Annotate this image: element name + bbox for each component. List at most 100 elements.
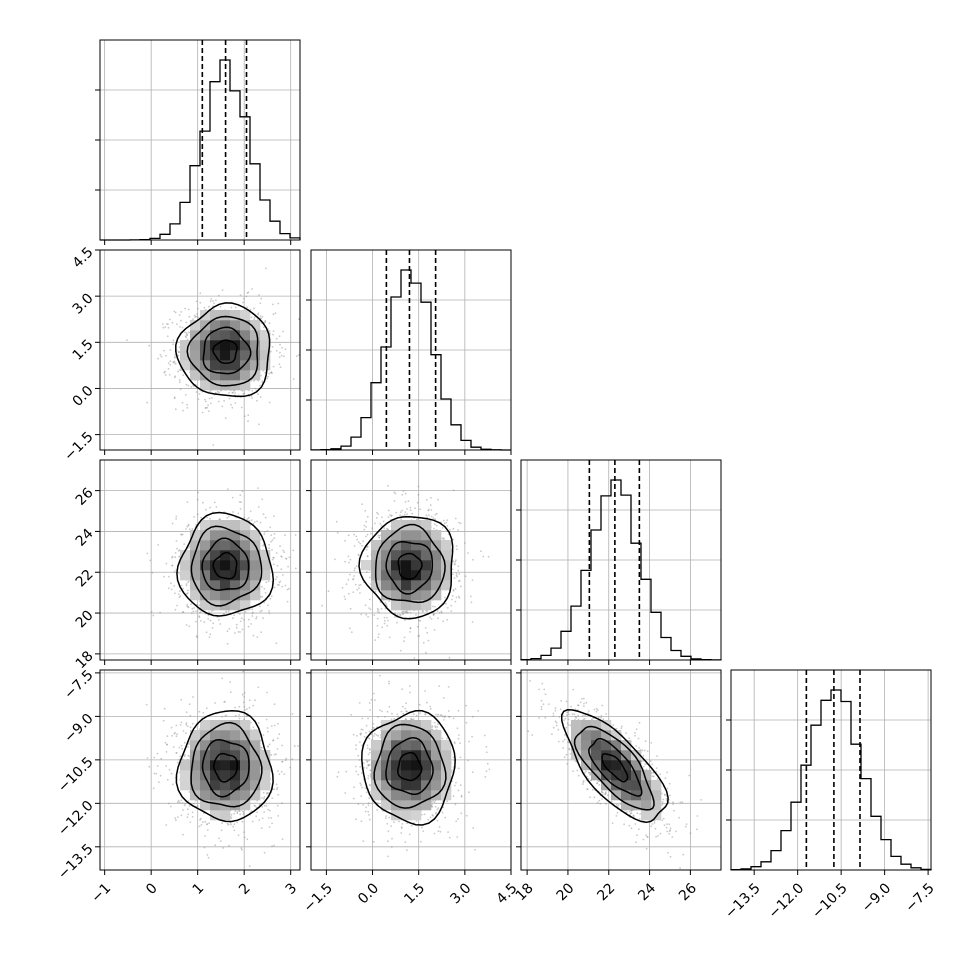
- scatter-point: [246, 518, 249, 520]
- scatter-point: [242, 810, 244, 813]
- scatter-point: [202, 501, 204, 504]
- scatter-point: [432, 613, 435, 616]
- scatter-point: [150, 611, 153, 613]
- scatter-point: [382, 520, 385, 523]
- density-cell: [200, 350, 211, 361]
- density-cell: [240, 310, 251, 321]
- scatter-point: [171, 321, 174, 324]
- scatter-point: [187, 746, 189, 748]
- scatter-point: [482, 555, 485, 558]
- scatter-point: [223, 613, 225, 615]
- scatter-point: [281, 838, 284, 841]
- scatter-point: [430, 618, 433, 620]
- scatter-point: [245, 295, 248, 298]
- density-cell: [381, 530, 392, 541]
- scatter-point: [471, 579, 474, 581]
- scatter-point: [295, 355, 298, 357]
- scatter-point: [403, 636, 406, 639]
- scatter-point: [434, 518, 437, 520]
- scatter-point: [239, 508, 242, 510]
- scatter-point: [194, 316, 197, 318]
- scatter-point: [455, 545, 458, 547]
- scatter-point: [377, 534, 380, 537]
- scatter-point: [267, 375, 269, 378]
- scatter-point: [221, 822, 224, 824]
- density-cell: [411, 590, 422, 601]
- scatter-point: [379, 522, 382, 525]
- scatter-point: [454, 587, 457, 590]
- scatter-point: [366, 533, 369, 536]
- scatter-point: [238, 613, 241, 615]
- scatter-point: [269, 597, 272, 600]
- scatter-point: [433, 629, 436, 631]
- scatter-point: [343, 595, 346, 598]
- scatter-point: [446, 519, 449, 522]
- scatter-point: [208, 397, 211, 400]
- scatter-point: [208, 305, 210, 308]
- scatter-point: [470, 601, 473, 604]
- scatter-point: [349, 573, 351, 576]
- scatter-point: [253, 318, 256, 321]
- scatter-point: [445, 602, 447, 605]
- density-cell: [401, 560, 412, 571]
- scatter-point: [383, 616, 386, 619]
- scatter-point: [441, 527, 444, 529]
- scatter-point: [182, 833, 184, 836]
- scatter-point: [455, 574, 458, 577]
- scatter-point: [196, 313, 199, 315]
- scatter-point: [178, 801, 181, 804]
- scatter-point: [254, 387, 257, 390]
- scatter-point: [416, 625, 419, 628]
- scatter-point: [376, 624, 379, 627]
- scatter-point: [401, 611, 403, 614]
- scatter-point: [218, 391, 221, 394]
- scatter-point: [197, 307, 199, 310]
- scatter-point: [244, 611, 247, 613]
- scatter-point: [452, 560, 455, 563]
- density-cell: [220, 560, 231, 571]
- scatter-point: [221, 289, 224, 291]
- scatter-point: [413, 657, 416, 659]
- scatter-point: [186, 501, 189, 503]
- scatter-point: [267, 604, 269, 607]
- scatter-point: [183, 543, 186, 545]
- density-cell: [401, 530, 412, 541]
- scatter-point: [276, 748, 279, 750]
- scatter-point: [203, 306, 206, 309]
- scatter-point: [253, 521, 256, 523]
- scatter-point: [272, 365, 275, 368]
- density-cell: [441, 560, 452, 571]
- scatter-point: [198, 611, 201, 614]
- scatter-point: [394, 492, 397, 495]
- scatter-point: [270, 595, 273, 598]
- scatter-point: [178, 379, 181, 382]
- scatter-point: [241, 693, 244, 696]
- scatter-point: [381, 626, 384, 629]
- scatter-point: [239, 294, 242, 297]
- scatter-point: [356, 588, 359, 591]
- scatter-point: [163, 707, 166, 710]
- scatter-point: [370, 532, 372, 535]
- scatter-point: [471, 621, 474, 623]
- scatter-point: [250, 316, 253, 319]
- y-tick-label: 26: [73, 485, 97, 509]
- scatter-point: [415, 614, 417, 616]
- scatter-point: [241, 628, 244, 631]
- scatter-point: [242, 301, 244, 304]
- scatter-point: [261, 498, 264, 501]
- scatter-point: [247, 291, 250, 294]
- scatter-point: [234, 632, 236, 634]
- scatter-point: [362, 540, 364, 543]
- scatter-point: [240, 847, 243, 849]
- scatter-point: [178, 381, 181, 384]
- scatter-point: [230, 813, 233, 816]
- scatter-point: [387, 516, 390, 518]
- scatter-point: [407, 500, 410, 503]
- scatter-point: [270, 534, 273, 536]
- scatter-point: [451, 598, 453, 601]
- y-tick-label: 3.0: [70, 290, 97, 317]
- scatter-point: [257, 312, 260, 315]
- scatter-point: [192, 610, 195, 613]
- scatter-point: [487, 555, 490, 558]
- scatter-point: [152, 614, 155, 617]
